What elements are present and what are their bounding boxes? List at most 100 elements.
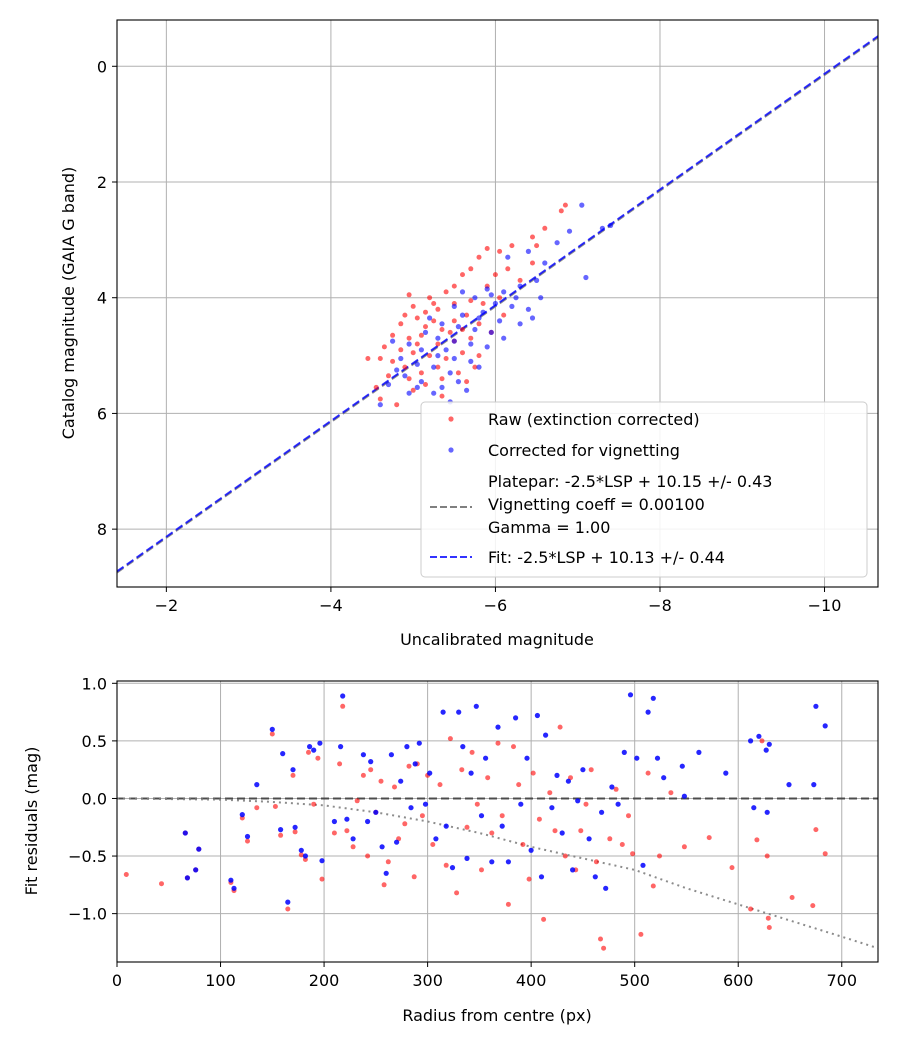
raw-point [789, 895, 795, 900]
raw-point [505, 266, 511, 272]
raw-point [254, 805, 260, 811]
raw-point [447, 329, 453, 335]
corrected-point [377, 402, 383, 408]
corrected-point [344, 816, 350, 822]
corrected-point [472, 326, 478, 333]
legend-platepar-line-1: Platepar: -2.5*LSP + 10.15 +/- 0.43 [488, 472, 772, 491]
corrected-point [373, 809, 379, 815]
raw-point [668, 790, 674, 796]
raw-point [492, 272, 498, 278]
top-y-axis-label: Catalog magnitude (GAIA G band) [59, 167, 78, 439]
corrected-point [480, 309, 486, 315]
corrected-point [528, 847, 534, 853]
raw-point [468, 335, 474, 341]
corrected-point [525, 248, 532, 254]
raw-point [419, 813, 425, 819]
corrected-point [443, 347, 449, 353]
corrected-point [575, 798, 581, 804]
corrected-point [406, 341, 412, 347]
corrected-point [460, 744, 466, 750]
raw-point [392, 784, 397, 790]
bottom-x-axis-label: Radius from centre (px) [402, 1006, 591, 1025]
corrected-point [650, 695, 656, 701]
y-tick-label: 4 [97, 289, 107, 308]
raw-point [638, 931, 644, 937]
corrected-point [390, 338, 396, 344]
raw-point [431, 301, 437, 306]
raw-point [337, 761, 343, 767]
raw-point [437, 782, 443, 788]
corrected-point [599, 225, 606, 231]
corrected-point [554, 240, 560, 246]
corrected-point [427, 770, 433, 776]
corrected-point [468, 358, 474, 364]
corrected-point [534, 712, 541, 719]
corrected-point [360, 752, 366, 758]
raw-point [245, 838, 250, 844]
bottom-axes-frame [116, 680, 879, 963]
corrected-point [319, 858, 325, 864]
corrected-point [517, 321, 523, 327]
top-legend: Raw (extinction corrected) Corrected for… [420, 401, 868, 578]
raw-point [530, 234, 535, 240]
corrected-point [394, 367, 400, 373]
corrected-point [476, 364, 482, 370]
raw-point [443, 356, 449, 361]
raw-point [435, 306, 441, 312]
corrected-point [435, 335, 441, 341]
raw-point [285, 906, 291, 912]
corrected-point [654, 755, 661, 761]
raw-point [469, 749, 475, 755]
corrected-point [451, 338, 457, 344]
raw-point [557, 724, 563, 730]
corrected-point [634, 755, 640, 761]
corrected-point [456, 709, 462, 715]
y-tick-label: 0.5 [82, 732, 107, 751]
top-x-axis-label: Uncalibrated magnitude [400, 630, 594, 649]
x-tick-label: −4 [319, 596, 343, 615]
corrected-point [269, 726, 275, 733]
corrected-point [416, 740, 422, 746]
corrected-point [422, 329, 429, 335]
raw-point [530, 260, 535, 266]
corrected-point [513, 715, 519, 721]
corrected-point [468, 770, 474, 776]
y-tick-label: 0 [97, 57, 107, 76]
raw-point [292, 829, 298, 835]
raw-point [451, 318, 457, 324]
raw-point [390, 332, 396, 338]
raw-point [552, 828, 558, 834]
corrected-point [543, 732, 549, 738]
corrected-point [627, 692, 634, 698]
raw-point [423, 324, 428, 330]
raw-point [607, 836, 613, 842]
corrected-point [484, 286, 490, 292]
raw-point [414, 315, 420, 321]
raw-point [588, 767, 594, 773]
raw-point [681, 844, 687, 850]
raw-point [754, 837, 760, 843]
raw-point [530, 770, 536, 776]
raw-point [159, 881, 164, 887]
raw-point [485, 775, 491, 781]
raw-point [439, 393, 445, 399]
corrected-point [473, 703, 479, 709]
raw-point [390, 358, 396, 364]
corrected-point [385, 381, 392, 388]
corrected-point [379, 844, 385, 850]
raw-point [410, 303, 416, 309]
raw-point [319, 876, 325, 882]
y-tick-label: 1.0 [82, 674, 107, 693]
raw-point [373, 384, 379, 390]
raw-point [298, 852, 304, 858]
raw-point [460, 272, 465, 278]
corrected-point [478, 813, 485, 819]
raw-point [402, 364, 408, 370]
raw-point [619, 842, 625, 847]
corrected-point [609, 784, 615, 790]
raw-point [505, 901, 511, 907]
raw-point [311, 801, 317, 807]
corrected-point [464, 855, 470, 862]
corrected-point [766, 741, 772, 747]
